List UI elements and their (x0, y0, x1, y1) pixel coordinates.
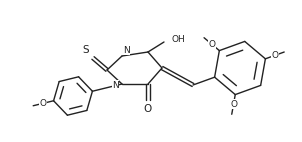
Text: S: S (82, 45, 89, 55)
Text: OH: OH (172, 36, 186, 44)
Text: O: O (208, 40, 215, 49)
Text: O: O (230, 100, 237, 109)
Text: O: O (271, 51, 278, 60)
Text: O: O (144, 104, 152, 114)
Text: N: N (123, 46, 130, 55)
Text: N: N (112, 81, 119, 89)
Text: O: O (39, 99, 47, 108)
